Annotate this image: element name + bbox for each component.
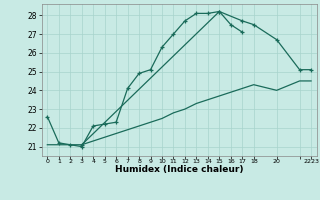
- X-axis label: Humidex (Indice chaleur): Humidex (Indice chaleur): [115, 165, 244, 174]
